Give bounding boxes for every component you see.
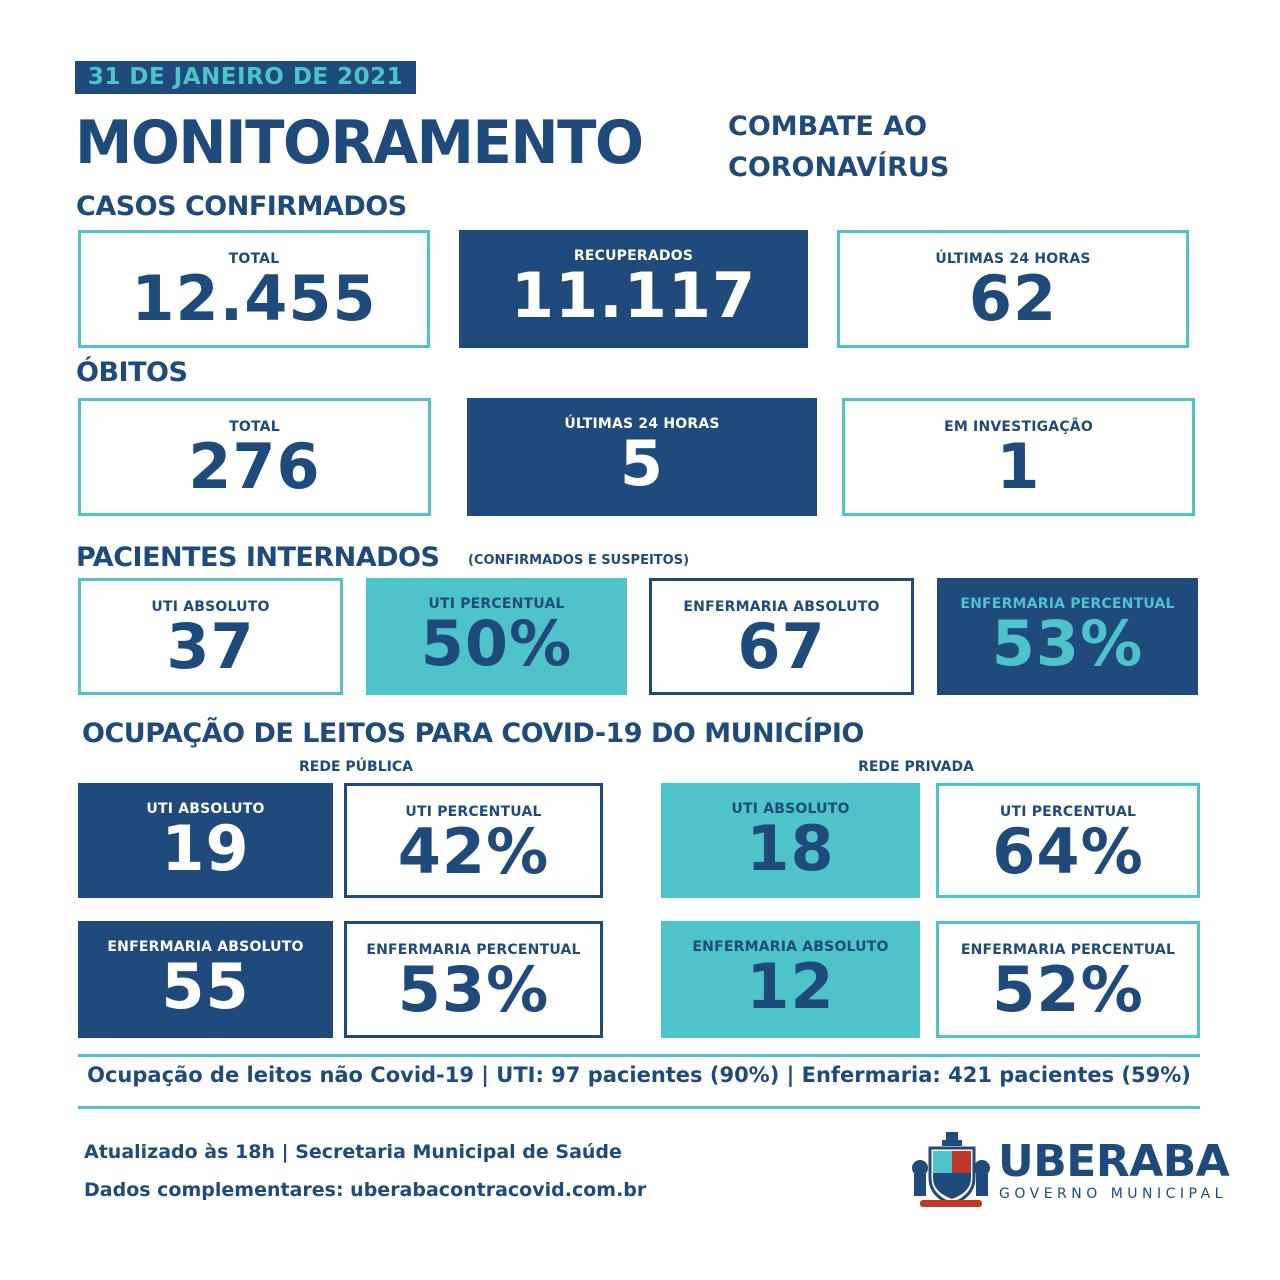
rede-privada-label: REDE PRIVADA	[858, 759, 974, 775]
section-title-internados: PACIENTES INTERNADOS	[76, 542, 440, 573]
card-label: RECUPERADOS	[573, 248, 694, 264]
publica-enf-abs-card: ENFERMARIA ABSOLUTO 55	[78, 921, 333, 1038]
section-title-ocupacao: OCUPAÇÃO DE LEITOS PARA COVID-19 DO MUNI…	[82, 718, 864, 749]
logo-name: UBERABA	[998, 1136, 1230, 1187]
privada-uti-abs-card: UTI ABSOLUTO 18	[661, 783, 920, 898]
card-value: 53%	[397, 953, 550, 1026]
privada-enf-pct-card: ENFERMARIA PERCENTUAL 52%	[936, 921, 1200, 1038]
card-value: 37	[166, 610, 255, 683]
card-label: TOTAL	[229, 419, 280, 435]
card-label: UTI ABSOLUTO	[151, 599, 270, 615]
card-label: UTI PERCENTUAL	[999, 804, 1137, 820]
card-value: 12	[746, 950, 835, 1023]
internados-uti-pct-card: UTI PERCENTUAL 50%	[366, 578, 627, 695]
card-label: ÚLTIMAS 24 HORAS	[935, 251, 1091, 267]
card-label: ENFERMARIA ABSOLUTO	[683, 599, 880, 615]
privada-uti-pct-card: UTI PERCENTUAL 64%	[936, 783, 1200, 898]
obitos-investigacao-card: EM INVESTIGAÇÃO 1	[842, 398, 1195, 516]
card-value: 62	[968, 262, 1058, 335]
date-badge: 31 DE JANEIRO DE 2021	[75, 61, 416, 94]
footer-updated: Atualizado às 18h | Secretaria Municipal…	[84, 1141, 622, 1163]
card-value: 276	[188, 430, 321, 503]
card-value: 42%	[397, 815, 550, 888]
card-label: UTI ABSOLUTO	[731, 801, 850, 817]
publica-uti-abs-card: UTI ABSOLUTO 19	[78, 783, 333, 898]
section-title-obitos: ÓBITOS	[76, 357, 188, 388]
coat-of-arms-icon	[908, 1130, 994, 1210]
card-label: EM INVESTIGAÇÃO	[944, 419, 1093, 435]
card-value: 19	[161, 812, 250, 885]
card-value: 11.117	[510, 259, 757, 332]
card-label: ENFERMARIA PERCENTUAL	[960, 942, 1176, 958]
card-label: UTI ABSOLUTO	[146, 801, 265, 817]
casos-total-card: TOTAL 12.455	[78, 230, 430, 348]
privada-enf-abs-card: ENFERMARIA ABSOLUTO 12	[661, 921, 920, 1038]
card-value: 5	[619, 427, 665, 500]
logo-subtitle: GOVERNO MUNICIPAL	[999, 1186, 1227, 1202]
card-value: 12.455	[131, 262, 377, 335]
card-value: 18	[746, 812, 835, 885]
publica-enf-pct-card: ENFERMARIA PERCENTUAL 53%	[344, 921, 603, 1038]
casos-ultimas-card: ÚLTIMAS 24 HORAS 62	[837, 230, 1189, 348]
obitos-total-card: TOTAL 276	[78, 398, 431, 516]
card-label: ENFERMARIA ABSOLUTO	[692, 939, 889, 955]
internados-uti-abs-card: UTI ABSOLUTO 37	[78, 578, 343, 695]
section-note-internados: (CONFIRMADOS E SUSPEITOS)	[468, 553, 690, 568]
internados-enf-abs-card: ENFERMARIA ABSOLUTO 67	[649, 578, 914, 695]
divider-bottom	[78, 1106, 1200, 1109]
divider-top	[78, 1054, 1200, 1057]
obitos-ultimas-card: ÚLTIMAS 24 HORAS 5	[467, 398, 817, 516]
card-value: 53%	[991, 607, 1144, 680]
casos-recuperados-card: RECUPERADOS 11.117	[459, 230, 808, 348]
card-label: ENFERMARIA PERCENTUAL	[960, 596, 1175, 612]
section-title-casos: CASOS CONFIRMADOS	[76, 191, 407, 222]
subtitle-line-2: CORONAVÍRUS	[728, 152, 950, 183]
card-value: 64%	[992, 815, 1144, 888]
card-label: ÚLTIMAS 24 HORAS	[564, 416, 720, 432]
page-title: MONITORAMENTO	[75, 108, 644, 178]
footer-site: Dados complementares: uberabacontracovid…	[84, 1179, 647, 1201]
card-label: UTI PERCENTUAL	[405, 804, 542, 820]
page-subtitle: COMBATE AO CORONAVÍRUS	[728, 106, 949, 188]
internados-enf-pct-card: ENFERMARIA PERCENTUAL 53%	[937, 578, 1198, 695]
card-label: TOTAL	[228, 251, 280, 267]
card-label: ENFERMARIA ABSOLUTO	[107, 939, 304, 955]
card-value: 50%	[420, 607, 573, 680]
nao-covid-summary: Ocupação de leitos não Covid-19 | UTI: 9…	[87, 1063, 1191, 1087]
card-value: 1	[996, 430, 1041, 503]
rede-publica-label: REDE PÚBLICA	[299, 759, 413, 775]
subtitle-line-1: COMBATE AO	[728, 111, 928, 142]
card-value: 55	[161, 950, 250, 1023]
publica-uti-pct-card: UTI PERCENTUAL 42%	[344, 783, 603, 898]
card-value: 67	[737, 610, 826, 683]
card-value: 52%	[992, 953, 1144, 1026]
card-label: UTI PERCENTUAL	[428, 596, 565, 612]
card-label: ENFERMARIA PERCENTUAL	[366, 942, 581, 958]
